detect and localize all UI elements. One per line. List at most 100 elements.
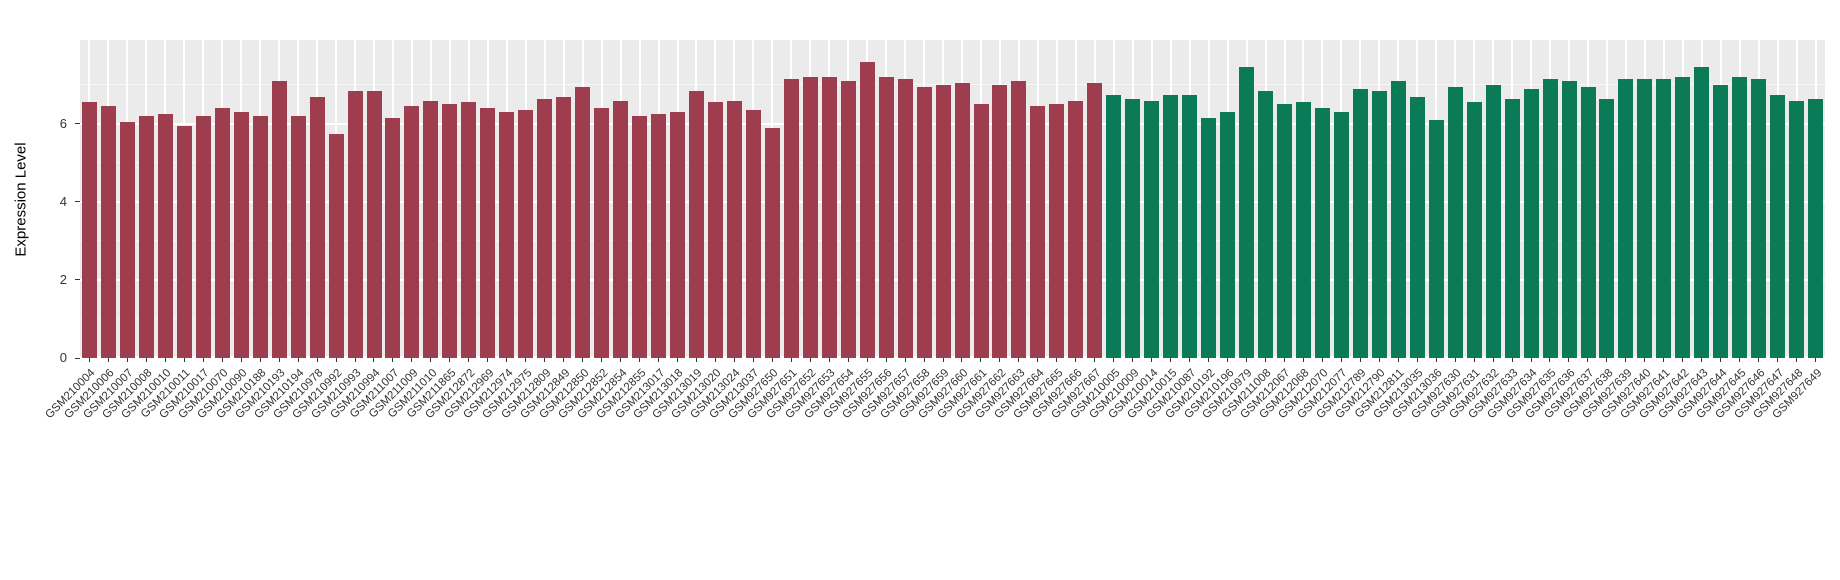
bar <box>1106 94 1122 358</box>
x-tick-mark <box>88 358 90 362</box>
bar <box>1485 84 1501 358</box>
bar <box>442 104 458 358</box>
x-tick-mark <box>828 358 830 362</box>
x-tick-mark <box>1189 358 1191 362</box>
bar-slot <box>1579 40 1598 358</box>
bar-slot <box>421 40 440 358</box>
x-tick-mark <box>1644 358 1646 362</box>
x-tick-mark <box>373 358 375 362</box>
bar <box>745 110 761 358</box>
x-tick-mark <box>999 358 1001 362</box>
bar-slot <box>516 40 535 358</box>
x-tick-mark <box>468 358 470 362</box>
x-tick-mark <box>1018 358 1020 362</box>
gridline-minor <box>80 239 1825 241</box>
bar <box>992 84 1008 358</box>
bar-slot <box>573 40 592 358</box>
x-tick-mark <box>1416 358 1418 362</box>
x-tick-mark <box>240 358 242 362</box>
gridline-major <box>80 122 1825 125</box>
bar <box>575 86 591 358</box>
bar <box>821 77 837 358</box>
bar <box>1542 79 1558 358</box>
bar <box>1504 98 1520 358</box>
x-tick-mark <box>790 358 792 362</box>
x-tick-mark <box>202 358 204 362</box>
x-tick-mark <box>1397 358 1399 362</box>
bar <box>954 82 970 358</box>
y-tick-mark <box>75 279 80 281</box>
bar-slot <box>118 40 137 358</box>
bar <box>195 116 211 358</box>
bar-slot <box>1673 40 1692 358</box>
x-tick-mark <box>1511 358 1513 362</box>
bar <box>423 100 439 358</box>
x-tick-mark <box>1075 358 1077 362</box>
x-tick-mark <box>1758 358 1760 362</box>
bar-slot <box>289 40 308 358</box>
bar-slot <box>1009 40 1028 358</box>
bar <box>1808 98 1824 358</box>
bar-slot <box>763 40 782 358</box>
y-gridlines <box>80 40 1825 358</box>
x-tick-mark <box>1170 358 1172 362</box>
bar-slot <box>1446 40 1465 358</box>
gridline-major <box>80 356 1825 358</box>
x-tick-mark <box>1302 358 1304 362</box>
bar-slot <box>1237 40 1256 358</box>
gridline-minor <box>80 161 1825 163</box>
x-tick-mark <box>1473 358 1475 362</box>
bar <box>594 108 610 358</box>
bar <box>1068 100 1084 358</box>
bar <box>1258 90 1274 358</box>
bar-slot <box>99 40 118 358</box>
bar <box>973 104 989 358</box>
bar-slot <box>1560 40 1579 358</box>
bar-slot <box>1465 40 1484 358</box>
bar-slot <box>1256 40 1275 358</box>
bar <box>290 116 306 358</box>
x-tick-mark <box>525 358 527 362</box>
bar-slot <box>478 40 497 358</box>
bar-slot <box>1503 40 1522 358</box>
y-tick-mark <box>75 123 80 125</box>
bar-slot <box>991 40 1010 358</box>
x-tick-mark <box>1492 358 1494 362</box>
x-tick-mark <box>1227 358 1229 362</box>
bar-slot <box>327 40 346 358</box>
x-tick-mark <box>771 358 773 362</box>
x-tick-mark <box>1701 358 1703 362</box>
x-tick-mark <box>392 358 394 362</box>
bars <box>80 40 1825 358</box>
bar-slot <box>1294 40 1313 358</box>
bar-slot <box>801 40 820 358</box>
bar <box>271 81 287 358</box>
bar <box>1409 96 1425 358</box>
y-tick-mark <box>75 201 80 203</box>
x-tick-mark <box>1340 358 1342 362</box>
bar-slot <box>251 40 270 358</box>
bar <box>670 112 685 358</box>
x-tick-mark <box>563 358 565 362</box>
bar-slot <box>156 40 175 358</box>
bar <box>81 102 97 358</box>
x-tick-mark <box>1549 358 1551 362</box>
bar-slot <box>1123 40 1142 358</box>
x-tick-mark <box>1587 358 1589 362</box>
bar-slot <box>630 40 649 358</box>
bar-slot <box>384 40 403 358</box>
bar-slot <box>877 40 896 358</box>
y-tick-label: 2 <box>59 271 67 287</box>
bar-slot <box>554 40 573 358</box>
bar <box>1277 104 1292 358</box>
bar <box>1087 82 1103 358</box>
x-tick-mark <box>278 358 280 362</box>
bar-slot <box>1313 40 1332 358</box>
bar-slot <box>1730 40 1749 358</box>
x-tick-mark <box>676 358 678 362</box>
x-tick-mark <box>1682 358 1684 362</box>
bar <box>632 116 648 358</box>
x-tick-mark <box>1264 358 1266 362</box>
bar <box>1751 79 1767 358</box>
bar <box>214 108 230 358</box>
